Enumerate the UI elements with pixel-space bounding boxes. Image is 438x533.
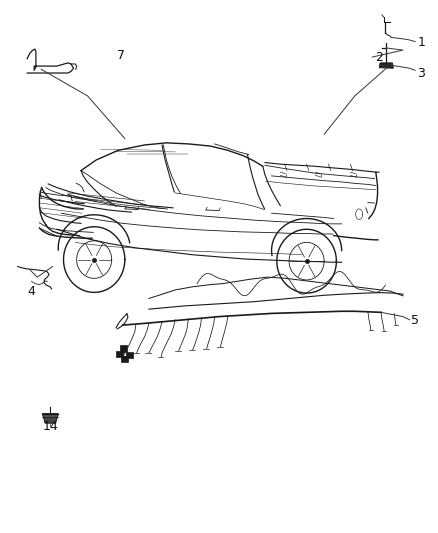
Text: 7: 7 xyxy=(117,50,125,62)
Polygon shape xyxy=(116,351,123,357)
Text: 4: 4 xyxy=(27,285,35,298)
Text: 3: 3 xyxy=(417,67,425,80)
Polygon shape xyxy=(120,345,127,352)
Polygon shape xyxy=(42,414,58,423)
Polygon shape xyxy=(126,352,133,358)
Text: 14: 14 xyxy=(43,420,59,433)
Text: 2: 2 xyxy=(375,51,383,63)
Polygon shape xyxy=(379,63,393,68)
Text: 1: 1 xyxy=(417,36,425,49)
Polygon shape xyxy=(121,356,128,362)
Text: 5: 5 xyxy=(411,314,419,327)
